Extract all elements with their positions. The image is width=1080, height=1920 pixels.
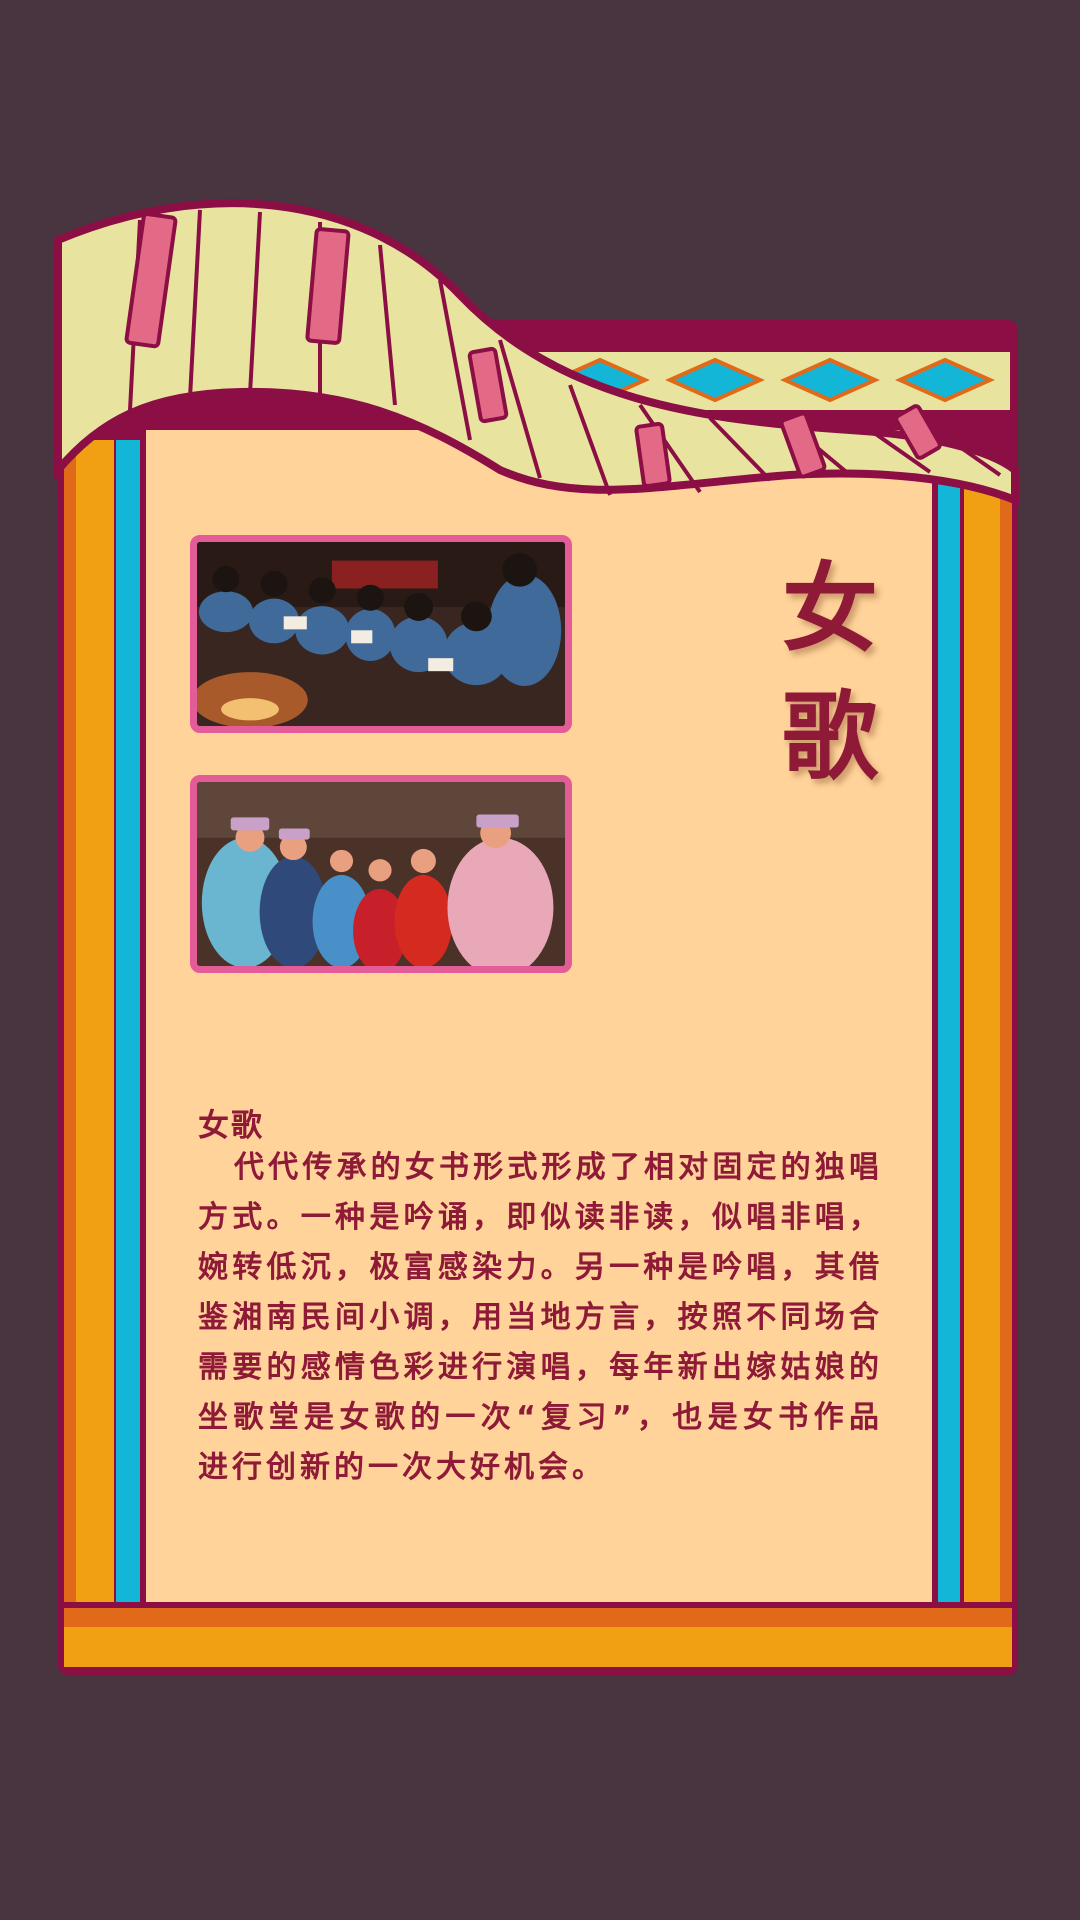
diamond-icon xyxy=(895,357,995,403)
left-dark-stripe xyxy=(64,440,76,1605)
piano-wave xyxy=(54,199,1019,506)
title-char: 歌 xyxy=(782,681,878,793)
right-cyan-stripe xyxy=(938,470,960,1605)
black-key xyxy=(634,422,672,488)
diamond-icon xyxy=(780,357,880,403)
black-key xyxy=(124,212,178,349)
piano-black-keys xyxy=(124,212,942,488)
body-paragraph: 代代传承的女书形式形成了相对固定的独唱方式。一种是吟诵，即似读非读，似唱非唱，婉… xyxy=(198,1150,883,1485)
left-cyan-stripe xyxy=(116,440,140,1605)
right-dark-stripe xyxy=(1000,470,1012,1605)
black-key xyxy=(305,227,351,345)
black-key xyxy=(467,346,509,424)
photo-women-reading xyxy=(190,535,572,733)
black-key xyxy=(779,411,827,479)
black-key xyxy=(894,404,942,460)
bottom-band-dark xyxy=(64,1605,1012,1627)
poster-title: 女 歌 xyxy=(770,545,890,801)
diamond-icon xyxy=(665,357,765,403)
section-heading: 女歌 xyxy=(198,1108,264,1144)
title-char: 女 xyxy=(782,553,878,665)
diamond-row xyxy=(550,357,995,403)
photo-women-singing xyxy=(190,775,572,973)
